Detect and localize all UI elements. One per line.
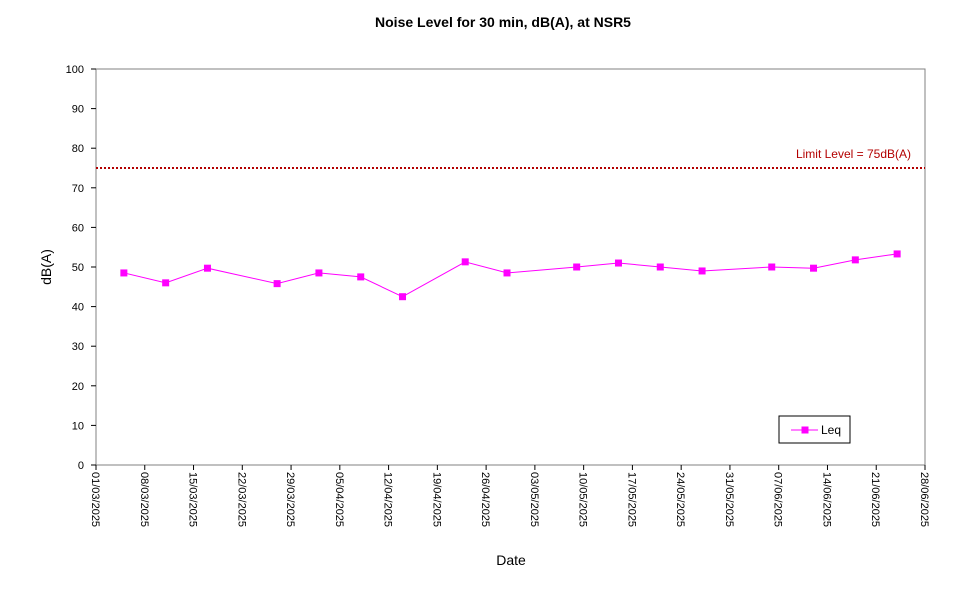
- y-tick-label: 90: [72, 104, 84, 116]
- data-point: [768, 263, 776, 271]
- x-tick-label: 15/03/2025: [187, 472, 199, 527]
- x-tick-label: 17/05/2025: [625, 472, 637, 527]
- data-point: [357, 273, 365, 281]
- chart-title: Noise Level for 30 min, dB(A), at NSR5: [375, 14, 631, 30]
- x-tick-label: 28/06/2025: [918, 472, 930, 527]
- data-point: [315, 269, 323, 277]
- y-tick-label: 10: [72, 420, 84, 432]
- data-point: [810, 264, 818, 272]
- data-point: [614, 259, 622, 267]
- y-tick-label: 0: [78, 460, 84, 472]
- y-tick-label: 20: [72, 381, 84, 393]
- x-tick-label: 21/06/2025: [869, 472, 881, 527]
- data-point: [273, 280, 281, 288]
- limit-label: Limit Level = 75dB(A): [796, 147, 911, 161]
- y-axis: 0 10 20 30 40 50 60 70 80 90 100: [66, 64, 96, 472]
- x-tick-label: 26/04/2025: [479, 472, 491, 527]
- x-tick-label: 08/03/2025: [138, 472, 150, 527]
- legend-marker-icon: [801, 426, 809, 434]
- y-axis-label: dB(A): [38, 249, 54, 285]
- x-tick-label: 10/05/2025: [577, 472, 589, 527]
- x-tick-label: 19/04/2025: [430, 472, 442, 527]
- y-tick-label: 50: [72, 262, 84, 274]
- y-tick-label: 100: [66, 64, 84, 76]
- x-tick-label: 14/06/2025: [820, 472, 832, 527]
- x-tick-label: 01/03/2025: [89, 472, 101, 527]
- data-point: [573, 263, 581, 271]
- data-point: [698, 267, 706, 275]
- series-group: [120, 250, 901, 301]
- data-point: [851, 256, 859, 264]
- x-axis-label: Date: [496, 552, 526, 568]
- x-tick-label: 31/05/2025: [723, 472, 735, 527]
- data-point: [203, 264, 211, 272]
- y-tick-label: 70: [72, 183, 84, 195]
- data-point: [893, 250, 901, 258]
- x-axis: 01/03/2025 08/03/2025 15/03/2025 22/03/2025…: [89, 465, 930, 527]
- x-tick-label: 12/04/2025: [382, 472, 394, 527]
- x-tick-label: 24/05/2025: [674, 472, 686, 527]
- data-point: [656, 263, 664, 271]
- data-point: [399, 293, 407, 301]
- plot-area: [95, 68, 926, 466]
- y-tick-label: 40: [72, 302, 84, 314]
- y-tick-label: 30: [72, 341, 84, 353]
- legend: Leq: [778, 415, 851, 444]
- x-tick-label: 07/06/2025: [772, 472, 784, 527]
- x-tick-label: 22/03/2025: [235, 472, 247, 527]
- data-point: [120, 269, 128, 277]
- data-point: [162, 279, 170, 287]
- y-tick-label: 80: [72, 143, 84, 155]
- x-tick-label: 05/04/2025: [333, 472, 345, 527]
- x-tick-label: 03/05/2025: [528, 472, 540, 527]
- data-point: [503, 269, 511, 277]
- x-tick-label: 29/03/2025: [284, 472, 296, 527]
- y-tick-label: 60: [72, 222, 84, 234]
- data-point: [461, 258, 469, 266]
- legend-entry-leq: Leq: [821, 423, 841, 437]
